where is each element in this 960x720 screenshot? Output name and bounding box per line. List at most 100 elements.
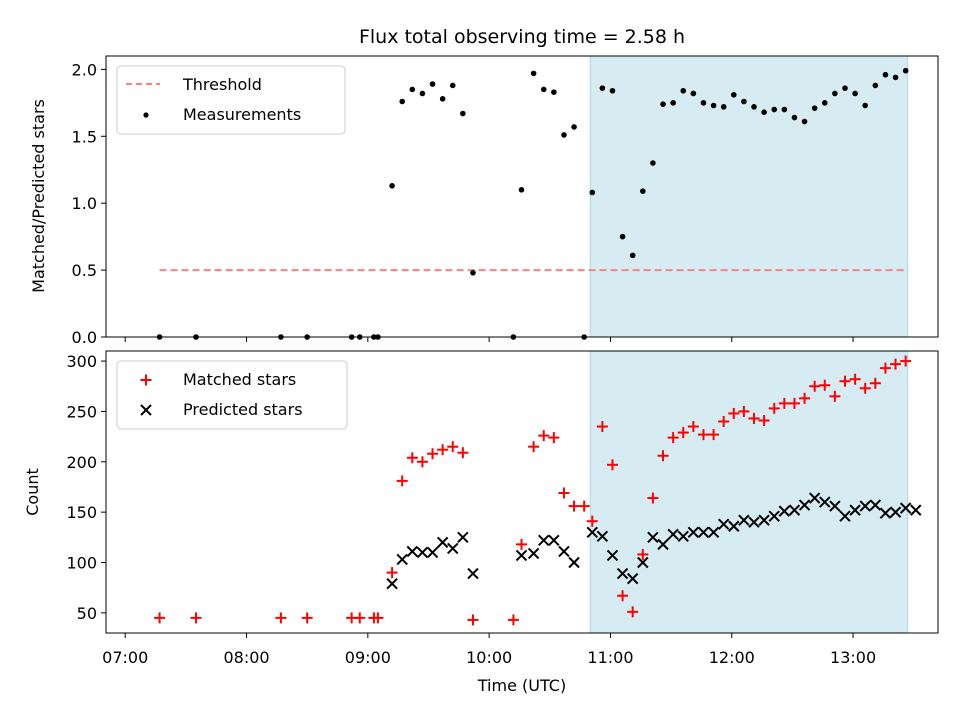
matched-star-point bbox=[879, 362, 891, 374]
measurement-point bbox=[741, 98, 747, 105]
legend-threshold-label: Threshold bbox=[182, 75, 262, 94]
measurement-point bbox=[852, 90, 858, 97]
measurement-point bbox=[730, 92, 737, 98]
matched-star-point bbox=[728, 407, 740, 419]
measurement-point bbox=[700, 100, 707, 106]
matched-star-point bbox=[708, 429, 720, 441]
predicted-star-point bbox=[788, 504, 801, 516]
predicted-star-point bbox=[899, 502, 912, 514]
measurement-point bbox=[660, 101, 666, 107]
observing-interval-shade-lower bbox=[589, 350, 909, 634]
y-tick-label: 2.0 bbox=[72, 60, 97, 79]
matched-star-point bbox=[758, 414, 770, 426]
legend-x-glyph bbox=[140, 404, 152, 416]
y-tick-label: 1.5 bbox=[72, 127, 97, 146]
predicted-star-point bbox=[849, 504, 861, 516]
measurement-point bbox=[680, 87, 687, 94]
matched-star-point bbox=[799, 392, 811, 404]
measurement-point bbox=[872, 82, 879, 89]
predicted-star-point bbox=[558, 545, 570, 558]
measurement-point bbox=[571, 124, 577, 130]
measurement-point bbox=[862, 102, 869, 109]
predicted-star-point bbox=[869, 499, 882, 511]
matched-star-point bbox=[457, 447, 469, 459]
matched-star-point bbox=[606, 459, 618, 471]
measurement-point bbox=[429, 81, 436, 87]
predicted-star-point bbox=[697, 526, 710, 538]
matched-star-point bbox=[667, 432, 679, 444]
predicted-star-point bbox=[426, 546, 439, 559]
predicted-star-point bbox=[606, 549, 619, 562]
x-axis-label: Time (UTC) bbox=[477, 676, 566, 695]
x-tick-label: 08:00 bbox=[223, 648, 269, 667]
x-tick-label: 09:00 bbox=[345, 648, 391, 667]
matched-star-point bbox=[697, 429, 709, 441]
predicted-star-point bbox=[436, 536, 449, 549]
predicted-star-point bbox=[568, 556, 580, 569]
matched-star-point bbox=[839, 375, 851, 387]
measurement-point bbox=[670, 100, 676, 106]
predicted-star-point bbox=[467, 567, 479, 580]
measurement-point bbox=[460, 110, 466, 117]
predicted-star-point bbox=[457, 531, 469, 544]
measurement-point bbox=[781, 106, 788, 113]
y-tick-label: 0.0 bbox=[72, 328, 97, 347]
matched-star-point bbox=[849, 373, 861, 385]
matched-star-point bbox=[427, 448, 439, 460]
legend-predicted-swatch bbox=[140, 404, 152, 416]
observing-interval-shade bbox=[589, 55, 909, 338]
measurement-point bbox=[609, 87, 616, 94]
matched-star-point bbox=[301, 612, 313, 624]
matched-star-point bbox=[819, 379, 831, 391]
matched-star-point bbox=[859, 382, 871, 394]
predicted-star-point bbox=[626, 572, 639, 585]
measurement-point bbox=[821, 100, 828, 106]
measurement-point bbox=[882, 71, 889, 78]
measurement-point bbox=[561, 132, 567, 138]
matched-star-point bbox=[738, 405, 750, 417]
x-tick-label: 07:00 bbox=[102, 648, 148, 667]
predicted-star-point bbox=[758, 514, 770, 526]
predicted-star-point bbox=[839, 510, 851, 522]
predicted-star-point bbox=[910, 504, 922, 516]
count-legend: Matched stars Predicted stars bbox=[116, 360, 348, 430]
ratio-y-axis-label: Matched/Predicted stars bbox=[29, 99, 48, 293]
matched-star-point bbox=[657, 450, 669, 462]
count-panel: 50 100 150 200 250 300 07:00 08:00 09:00 10:00 11:… bbox=[23, 350, 939, 695]
ratio-panel-frame bbox=[105, 55, 939, 338]
matched-star-point bbox=[386, 567, 398, 579]
x-tick-label: 12:00 bbox=[709, 648, 755, 667]
measurement-point bbox=[892, 74, 899, 81]
matched-star-point bbox=[687, 421, 699, 433]
y-tick-label: 300 bbox=[66, 352, 97, 371]
measurement-point bbox=[439, 96, 446, 102]
predicted-star-point bbox=[616, 567, 629, 580]
legend-plus-glyph bbox=[140, 374, 152, 386]
predicted-star-point bbox=[667, 528, 679, 541]
measurement-point bbox=[690, 90, 697, 97]
predicted-star-point bbox=[647, 531, 659, 544]
predicted-star-point bbox=[859, 500, 871, 512]
y-tick-label: 250 bbox=[66, 402, 97, 421]
predicted-star-point bbox=[808, 492, 821, 504]
predicted-star-point bbox=[889, 506, 902, 518]
matched-star-point bbox=[900, 355, 912, 367]
legend-matched-label: Matched stars bbox=[183, 370, 296, 389]
y-tick-label: 0.5 bbox=[72, 261, 97, 280]
predicted-star-point bbox=[416, 546, 429, 559]
measurement-point bbox=[470, 269, 476, 276]
predicted-star-point bbox=[637, 556, 649, 569]
matched-star-point bbox=[372, 612, 384, 624]
matched-star-point bbox=[396, 475, 408, 487]
predicted-star-point bbox=[538, 534, 550, 547]
predicted-star-point bbox=[406, 545, 419, 558]
measurement-point bbox=[409, 86, 416, 93]
y-tick-label: 100 bbox=[66, 554, 97, 573]
figure-title: Flux total observing time = 2.58 h bbox=[359, 26, 685, 48]
predicted-star-point bbox=[386, 577, 398, 590]
matched-star-point bbox=[548, 432, 560, 444]
matched-star-point bbox=[437, 444, 449, 456]
measurement-point bbox=[801, 118, 808, 125]
matched-star-point bbox=[718, 416, 730, 427]
matched-star-point bbox=[416, 456, 428, 468]
